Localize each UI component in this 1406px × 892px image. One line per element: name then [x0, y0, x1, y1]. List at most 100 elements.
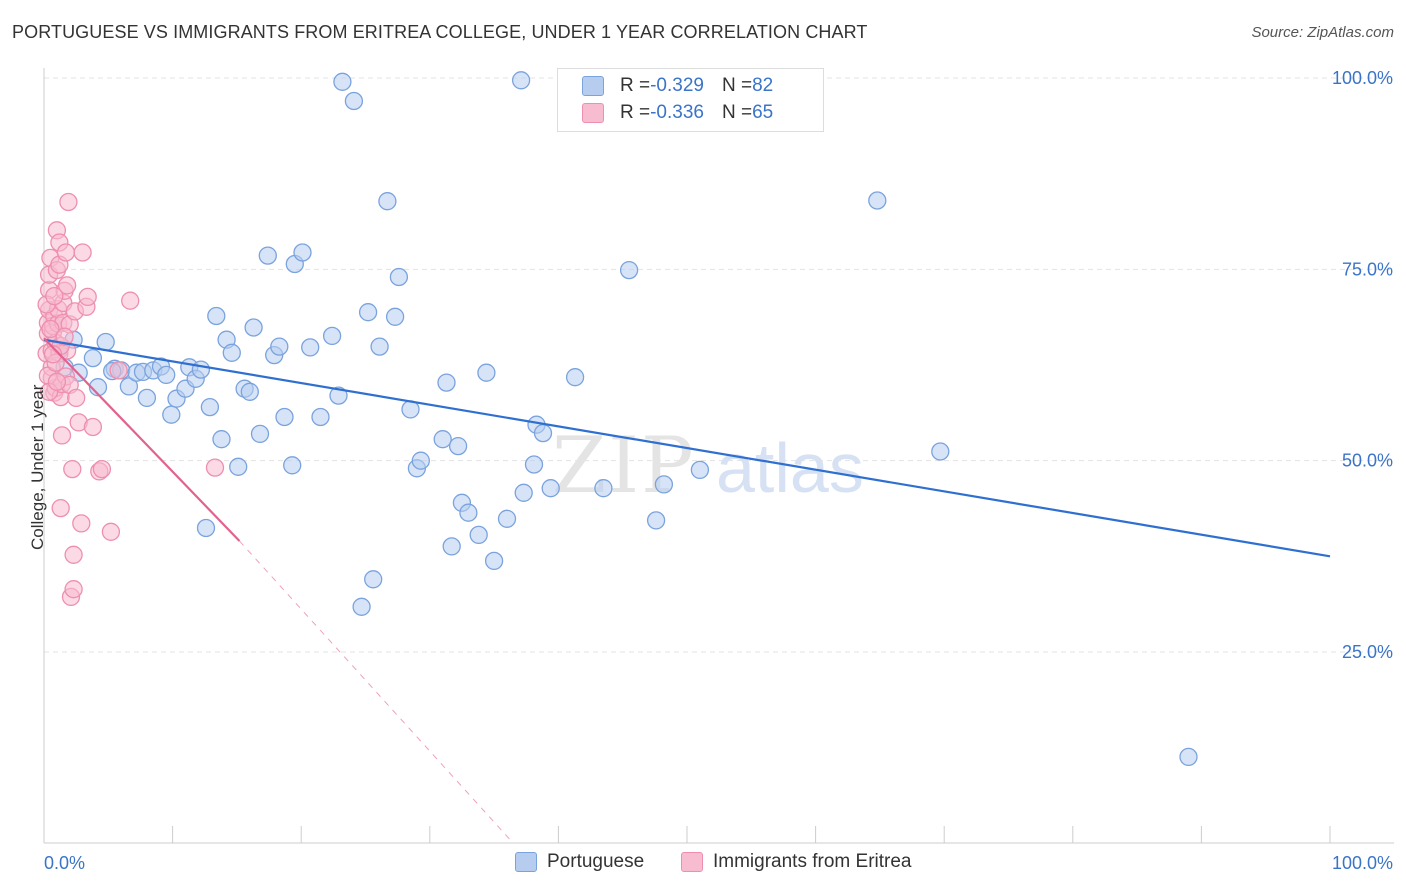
portuguese-point[interactable] [301, 338, 320, 357]
portuguese-point[interactable] [240, 382, 259, 401]
portuguese-point[interactable] [137, 388, 157, 408]
portuguese-point[interactable] [690, 460, 710, 480]
portuguese-point[interactable] [157, 365, 176, 385]
eritrea-point[interactable] [52, 426, 72, 445]
portuguese-point[interactable] [442, 537, 461, 556]
eritrea-point[interactable] [55, 327, 74, 346]
portuguese-point[interactable] [594, 479, 613, 498]
portuguese-point[interactable] [433, 430, 452, 449]
portuguese-trend-line [43, 338, 1331, 558]
portuguese-point[interactable] [514, 483, 533, 502]
y-tick-label: 100.0% [1332, 68, 1393, 88]
portuguese-point[interactable] [207, 306, 226, 326]
portuguese-point[interactable] [283, 456, 302, 475]
portuguese-point[interactable] [370, 337, 389, 356]
portuguese-point[interactable] [448, 436, 468, 456]
portuguese-point[interactable] [212, 430, 231, 449]
legend-item-portuguese[interactable]: Portuguese [515, 851, 644, 873]
eritrea-point[interactable] [51, 498, 70, 518]
portuguese-point[interactable] [484, 551, 504, 571]
eritrea-swatch [681, 852, 703, 872]
x-tick-labels: 0.0% 100.0% [44, 853, 1393, 873]
portuguese-point[interactable] [646, 511, 666, 530]
portuguese-point[interactable] [389, 267, 409, 287]
watermark-atlas: atlas [716, 429, 864, 507]
portuguese-point[interactable] [437, 373, 456, 392]
portuguese-point[interactable] [411, 451, 430, 470]
portuguese-point[interactable] [258, 246, 277, 265]
legend-r-label: R = [620, 102, 651, 123]
eritrea-point[interactable] [78, 287, 97, 307]
eritrea-point[interactable] [64, 545, 83, 564]
portuguese-point[interactable] [385, 307, 405, 326]
portuguese-point[interactable] [311, 407, 330, 427]
eritrea-point[interactable] [41, 319, 60, 339]
portuguese-point[interactable] [541, 479, 560, 498]
eritrea-point[interactable] [63, 459, 82, 479]
portuguese-point[interactable] [497, 509, 517, 528]
portuguese-point[interactable] [533, 423, 553, 443]
portuguese-point[interactable] [96, 332, 115, 352]
portuguese-point[interactable] [270, 337, 289, 356]
eritrea-point[interactable] [43, 345, 63, 364]
eritrea-point[interactable] [57, 276, 77, 295]
eritrea-point[interactable] [73, 243, 92, 262]
legend-row-eritrea: R = -0.336 N = 65 [582, 100, 773, 126]
eritrea-point[interactable] [72, 514, 91, 533]
portuguese-point[interactable] [222, 343, 241, 362]
portuguese-point[interactable] [329, 386, 348, 405]
portuguese-point[interactable] [162, 405, 181, 424]
portuguese-point[interactable] [477, 363, 496, 382]
legend-label-portuguese: Portuguese [547, 851, 645, 872]
portuguese-point[interactable] [1179, 747, 1198, 767]
portuguese-point[interactable] [293, 243, 312, 262]
portuguese-point[interactable] [931, 442, 950, 461]
eritrea-point[interactable] [64, 580, 83, 599]
portuguese-point[interactable] [352, 597, 371, 616]
y-tick-labels: 25.0% 50.0% 75.0% 100.0% [1332, 68, 1393, 662]
portuguese-point[interactable] [459, 503, 478, 522]
portuguese-point[interactable] [364, 570, 383, 589]
portuguese-point[interactable] [333, 72, 352, 91]
eritrea-point[interactable] [45, 286, 64, 306]
portuguese-point[interactable] [344, 91, 364, 111]
portuguese-point[interactable] [191, 360, 211, 379]
eritrea-point[interactable] [121, 291, 140, 310]
eritrea-point[interactable] [205, 458, 225, 477]
y-tick-label: 25.0% [1342, 642, 1393, 662]
eritrea-point[interactable] [59, 192, 78, 212]
portuguese-point[interactable] [565, 368, 585, 387]
data-points [37, 71, 1198, 767]
eritrea-point[interactable] [83, 417, 103, 437]
portuguese-point[interactable] [619, 260, 639, 280]
eritrea-point[interactable] [56, 243, 76, 262]
eritrea-point[interactable] [67, 388, 86, 408]
portuguese-point[interactable] [469, 525, 488, 545]
eritrea-trend-line-extension [239, 540, 514, 844]
portuguese-point[interactable] [511, 71, 531, 90]
portuguese-swatch [515, 852, 537, 872]
portuguese-point[interactable] [229, 457, 248, 476]
portuguese-point[interactable] [119, 377, 139, 396]
eritrea-swatch [582, 103, 604, 123]
eritrea-point[interactable] [92, 459, 112, 479]
portuguese-point[interactable] [868, 191, 887, 210]
portuguese-point[interactable] [250, 424, 270, 444]
portuguese-point[interactable] [196, 518, 216, 538]
portuguese-point[interactable] [275, 407, 294, 427]
legend-r-value: -0.329 [650, 75, 704, 96]
portuguese-point[interactable] [654, 475, 674, 494]
eritrea-point[interactable] [101, 522, 121, 541]
portuguese-point[interactable] [322, 326, 342, 346]
legend-n-label: N = [721, 102, 753, 123]
legend-n-label: N = [721, 75, 753, 96]
portuguese-point[interactable] [378, 192, 397, 211]
portuguese-point[interactable] [358, 303, 378, 322]
eritrea-point[interactable] [109, 361, 128, 380]
portuguese-point[interactable] [244, 318, 263, 337]
legend-item-eritrea[interactable]: Immigrants from Eritrea [681, 851, 911, 873]
portuguese-point[interactable] [200, 397, 220, 417]
portuguese-point[interactable] [83, 348, 103, 368]
portuguese-point[interactable] [524, 455, 544, 474]
eritrea-point[interactable] [47, 372, 67, 391]
